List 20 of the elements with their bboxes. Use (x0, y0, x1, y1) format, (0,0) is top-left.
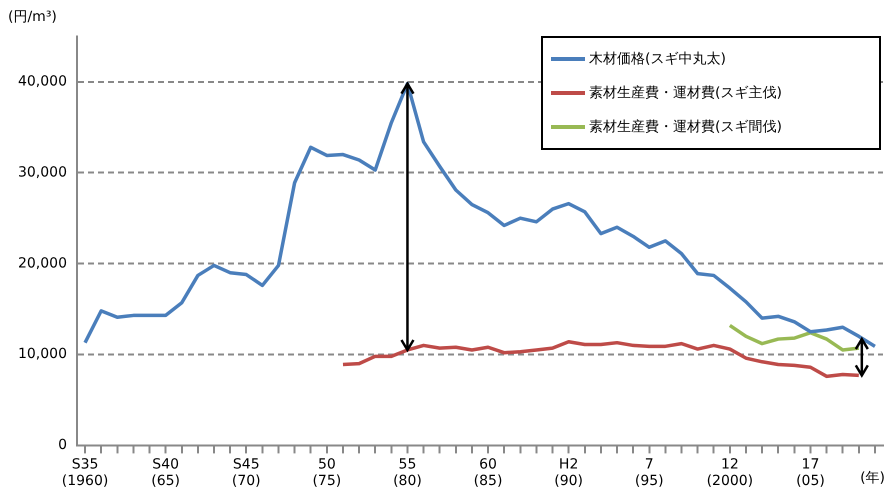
x-tick-label: S45 (70) (232, 456, 261, 490)
x-tick-label: 50 (75) (312, 456, 342, 490)
y-tick-label: 40,000 (18, 73, 67, 90)
legend-label: 素材生産費・運材費(スギ間伐) (589, 118, 782, 136)
legend-label: 木材価格(スギ中丸太) (589, 50, 726, 68)
legend-label: 素材生産費・運材費(スギ主伐) (589, 84, 782, 102)
x-tick-label: 7 (95) (634, 456, 664, 490)
y-tick-label: 20,000 (18, 255, 67, 272)
y-axis-title: (円/m³) (8, 8, 57, 26)
x-tick-label: 60 (85) (474, 456, 502, 490)
x-tick-label: S35 (1960) (62, 456, 108, 490)
y-tick-label: 10,000 (18, 346, 67, 362)
x-axis-title: (年) (860, 469, 885, 487)
x-tick-label: 17 (05) (796, 456, 825, 490)
y-tick-label: 0 (58, 437, 67, 454)
x-tick-label: H2 (90) (554, 456, 584, 490)
x-tick-label: S40 (65) (151, 456, 180, 490)
y-tick-label: 30,000 (18, 164, 67, 180)
x-tick-label: 12 (2000) (706, 456, 754, 490)
x-tick-label: 55 (80) (393, 456, 422, 490)
